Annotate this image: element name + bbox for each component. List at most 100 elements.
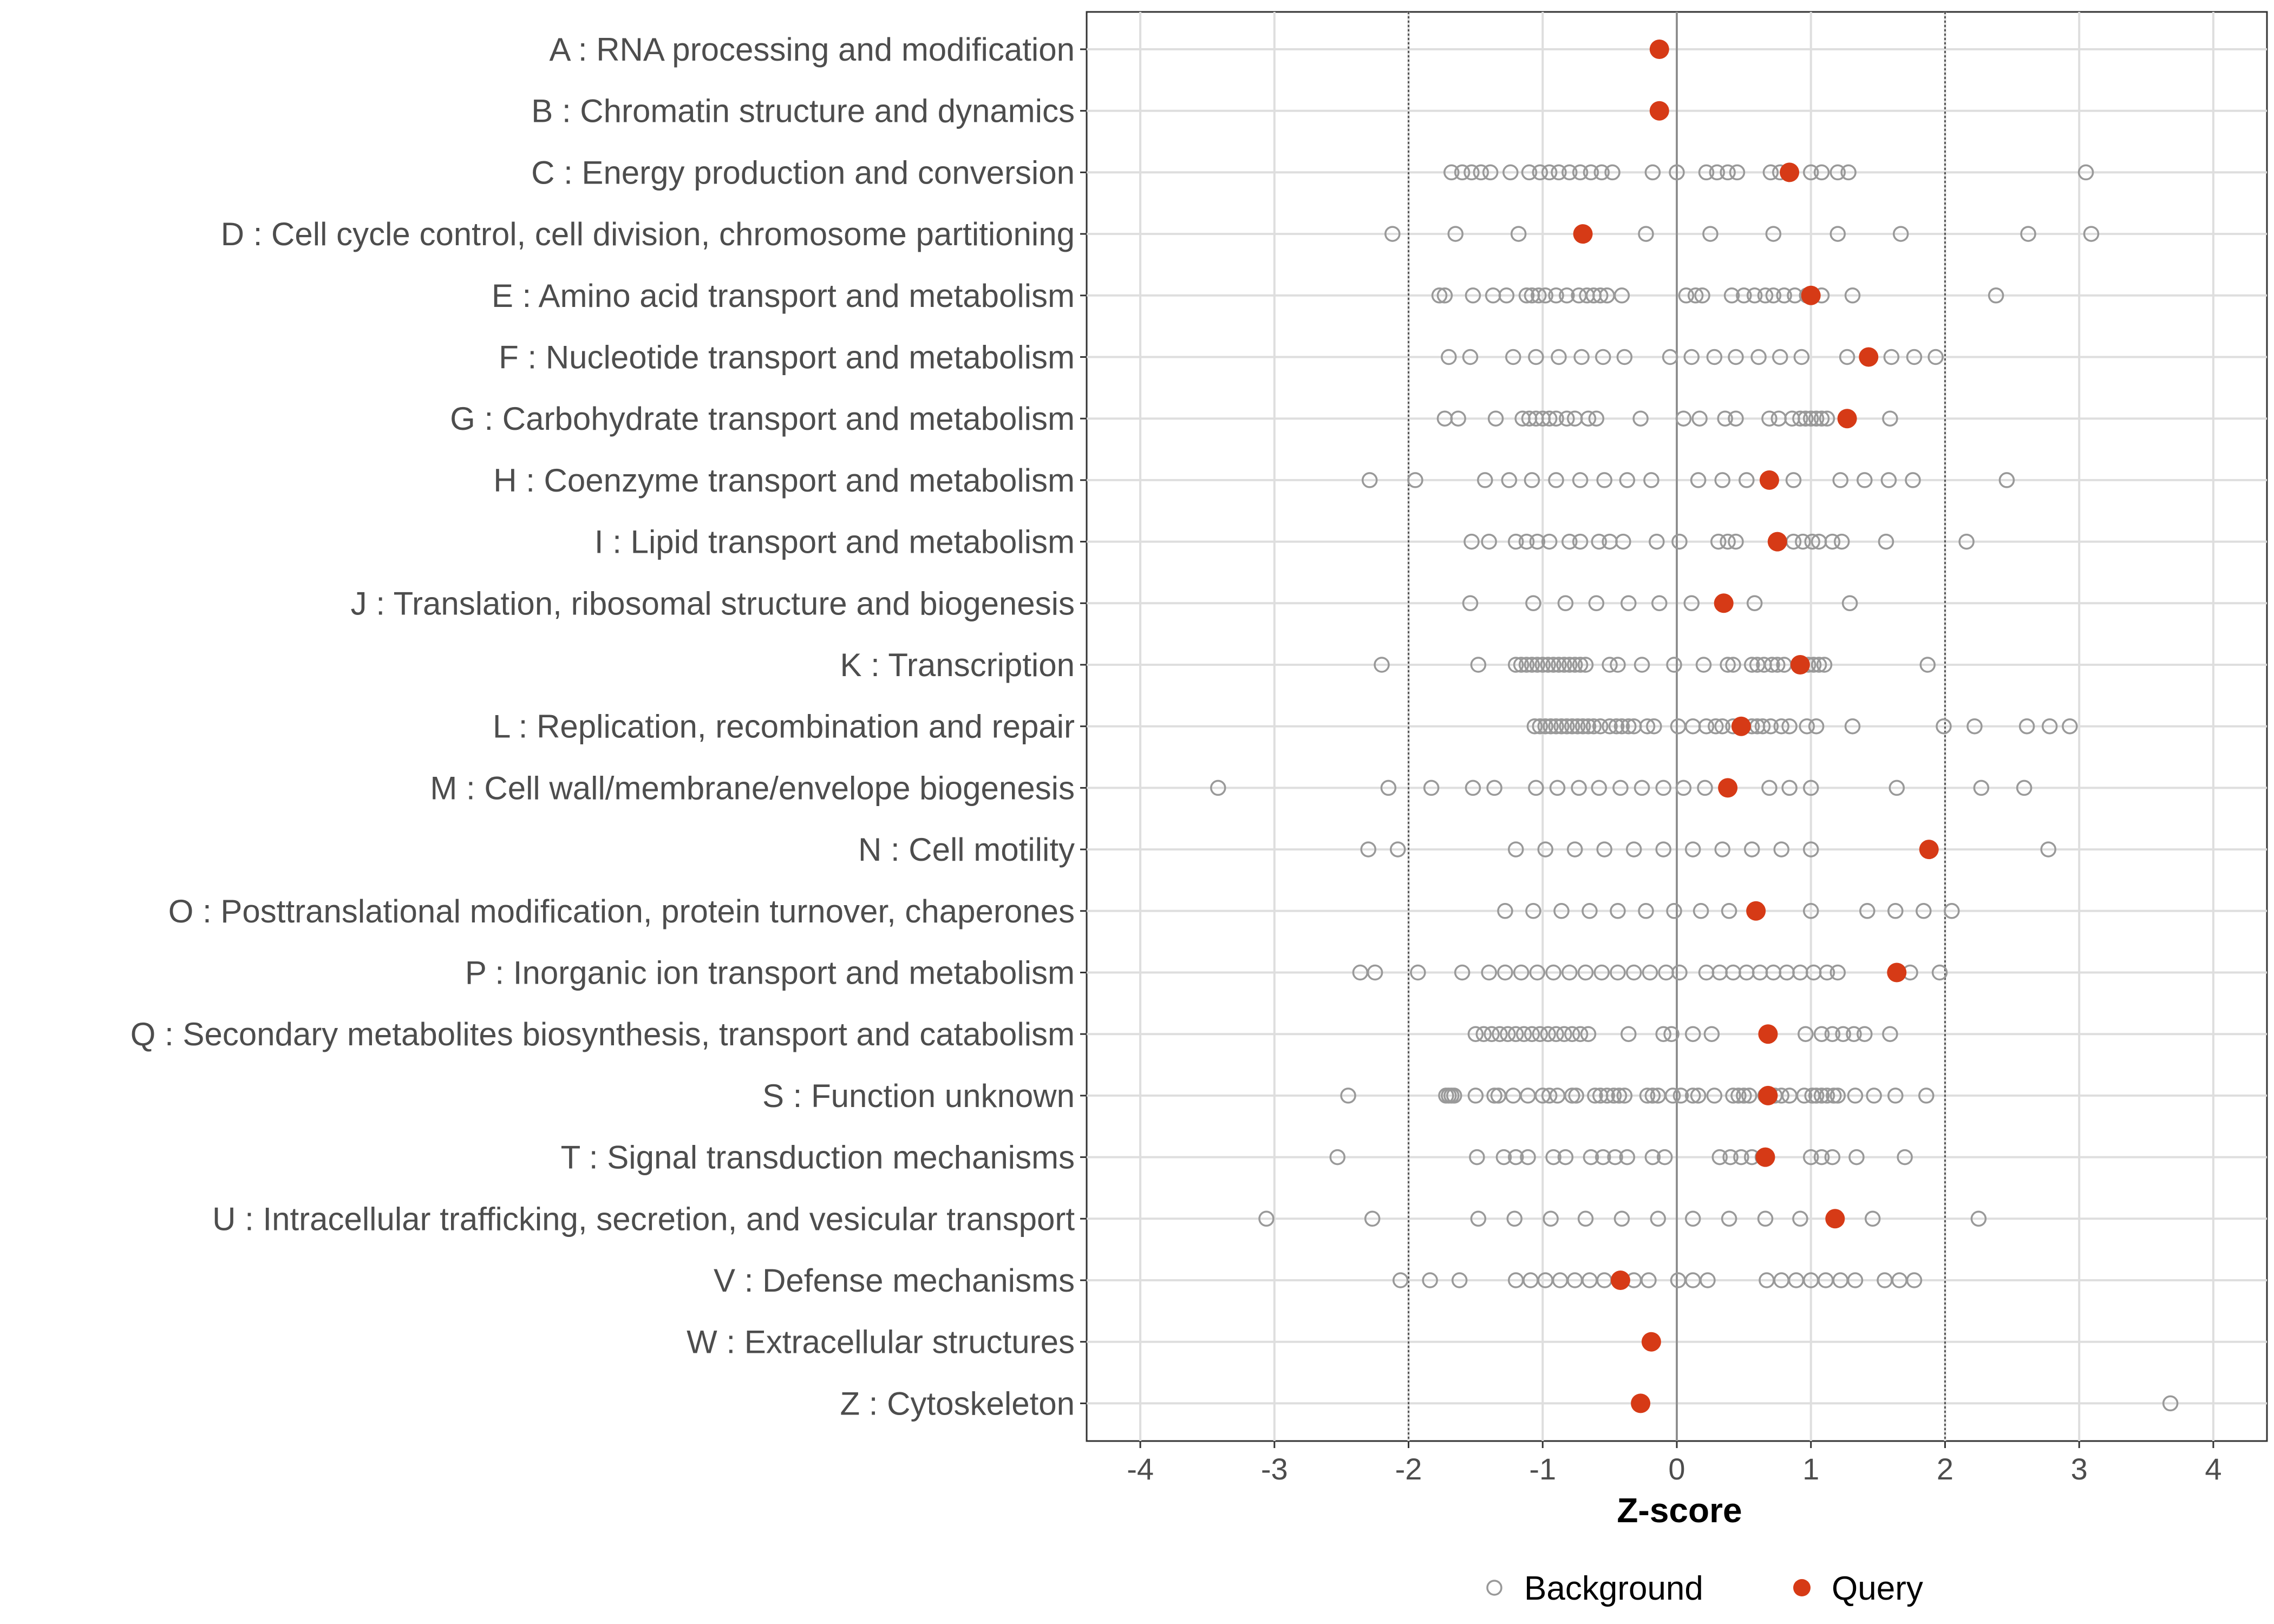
background-point	[1572, 472, 1589, 488]
background-point	[1725, 657, 1741, 673]
background-point	[1847, 1272, 1864, 1288]
background-point	[1848, 1149, 1865, 1165]
background-point	[1906, 1272, 1923, 1288]
background-point	[1824, 1026, 1841, 1042]
background-point	[1816, 657, 1833, 673]
background-point	[1813, 164, 1830, 181]
background-point	[1931, 964, 1948, 981]
background-point	[1465, 780, 1481, 796]
background-point	[1556, 1026, 1572, 1042]
background-point	[1580, 718, 1597, 735]
x-tick-label: -1	[1529, 1452, 1556, 1486]
background-point	[1671, 533, 1688, 550]
background-point	[1593, 164, 1610, 181]
background-point	[1470, 1210, 1487, 1227]
background-point	[1958, 533, 1975, 550]
background-point	[1695, 657, 1712, 673]
query-point	[1718, 778, 1738, 798]
background-point	[1329, 1149, 1345, 1165]
background-point	[1529, 533, 1546, 550]
background-point	[1482, 164, 1499, 181]
background-point	[1613, 1210, 1630, 1227]
background-point	[1610, 657, 1626, 673]
background-point	[1360, 841, 1376, 857]
query-point	[1759, 470, 1779, 490]
background-point	[1525, 903, 1541, 919]
background-point	[1611, 1088, 1628, 1104]
background-point	[1743, 841, 1760, 857]
background-point	[1507, 1149, 1524, 1165]
background-point	[1580, 1026, 1597, 1042]
background-point	[1473, 164, 1489, 181]
background-point	[1798, 1026, 1814, 1042]
background-point	[1839, 349, 1855, 365]
background-point	[1646, 718, 1662, 735]
background-point	[1632, 410, 1649, 427]
background-point	[1733, 1149, 1749, 1165]
background-point	[1802, 1149, 1819, 1165]
background-point	[1927, 349, 1944, 365]
background-point	[2040, 841, 2056, 857]
background-point	[1882, 1026, 1898, 1042]
background-point	[1720, 164, 1736, 181]
background-point	[1541, 1088, 1558, 1104]
background-point	[1561, 657, 1578, 673]
background-point	[1258, 1210, 1275, 1227]
background-point	[1610, 903, 1626, 919]
background-point	[1722, 1149, 1739, 1165]
background-point	[1644, 1088, 1661, 1104]
background-point	[1785, 472, 1802, 488]
background-point	[1736, 287, 1752, 304]
category-label: C : Energy production and conversion	[531, 154, 1075, 191]
background-point	[1643, 472, 1659, 488]
background-point	[1741, 1088, 1757, 1104]
category-label: A : RNA processing and modification	[549, 31, 1075, 68]
background-point	[1553, 718, 1570, 735]
background-point	[1524, 657, 1540, 673]
background-point	[1644, 164, 1661, 181]
background-point	[1497, 964, 1513, 981]
legend-background-marker	[1486, 1580, 1502, 1596]
background-point	[1557, 595, 1574, 612]
background-point	[1572, 657, 1589, 673]
background-point	[1687, 287, 1704, 304]
background-point	[1880, 472, 1897, 488]
background-point	[1792, 1210, 1808, 1227]
query-point	[1767, 532, 1787, 552]
background-point	[1593, 964, 1610, 981]
background-point	[1541, 533, 1558, 550]
background-point	[1548, 472, 1564, 488]
background-point	[1548, 1026, 1564, 1042]
category-label: I : Lipid transport and metabolism	[594, 524, 1075, 560]
background-point	[1706, 1088, 1723, 1104]
background-point	[1599, 1088, 1615, 1104]
background-point	[1561, 533, 1578, 550]
query-point	[1731, 716, 1751, 736]
background-point	[1604, 164, 1620, 181]
background-point	[1725, 1088, 1741, 1104]
background-point	[1572, 1026, 1589, 1042]
background-point	[1666, 657, 1682, 673]
background-point	[1633, 780, 1650, 796]
background-point	[1714, 472, 1730, 488]
background-point	[1841, 595, 1858, 612]
background-point	[1906, 349, 1923, 365]
background-point	[1605, 1088, 1622, 1104]
background-point	[1210, 780, 1226, 796]
background-point	[1905, 472, 1921, 488]
background-point	[1750, 349, 1767, 365]
background-point	[1644, 1149, 1661, 1165]
background-point	[1518, 287, 1535, 304]
background-point	[1728, 410, 1744, 427]
background-point	[1988, 287, 2004, 304]
x-axis: -4 -3 -2 -1 0 1 2 3 4	[1127, 1441, 2221, 1486]
background-point	[1638, 226, 1654, 242]
background-point	[1829, 164, 1846, 181]
background-point	[2020, 226, 2036, 242]
background-point	[1619, 472, 1636, 488]
category-label: W : Extracellular structures	[687, 1324, 1075, 1360]
background-point	[1564, 1088, 1580, 1104]
background-point	[1739, 472, 1755, 488]
background-point	[1811, 657, 1827, 673]
